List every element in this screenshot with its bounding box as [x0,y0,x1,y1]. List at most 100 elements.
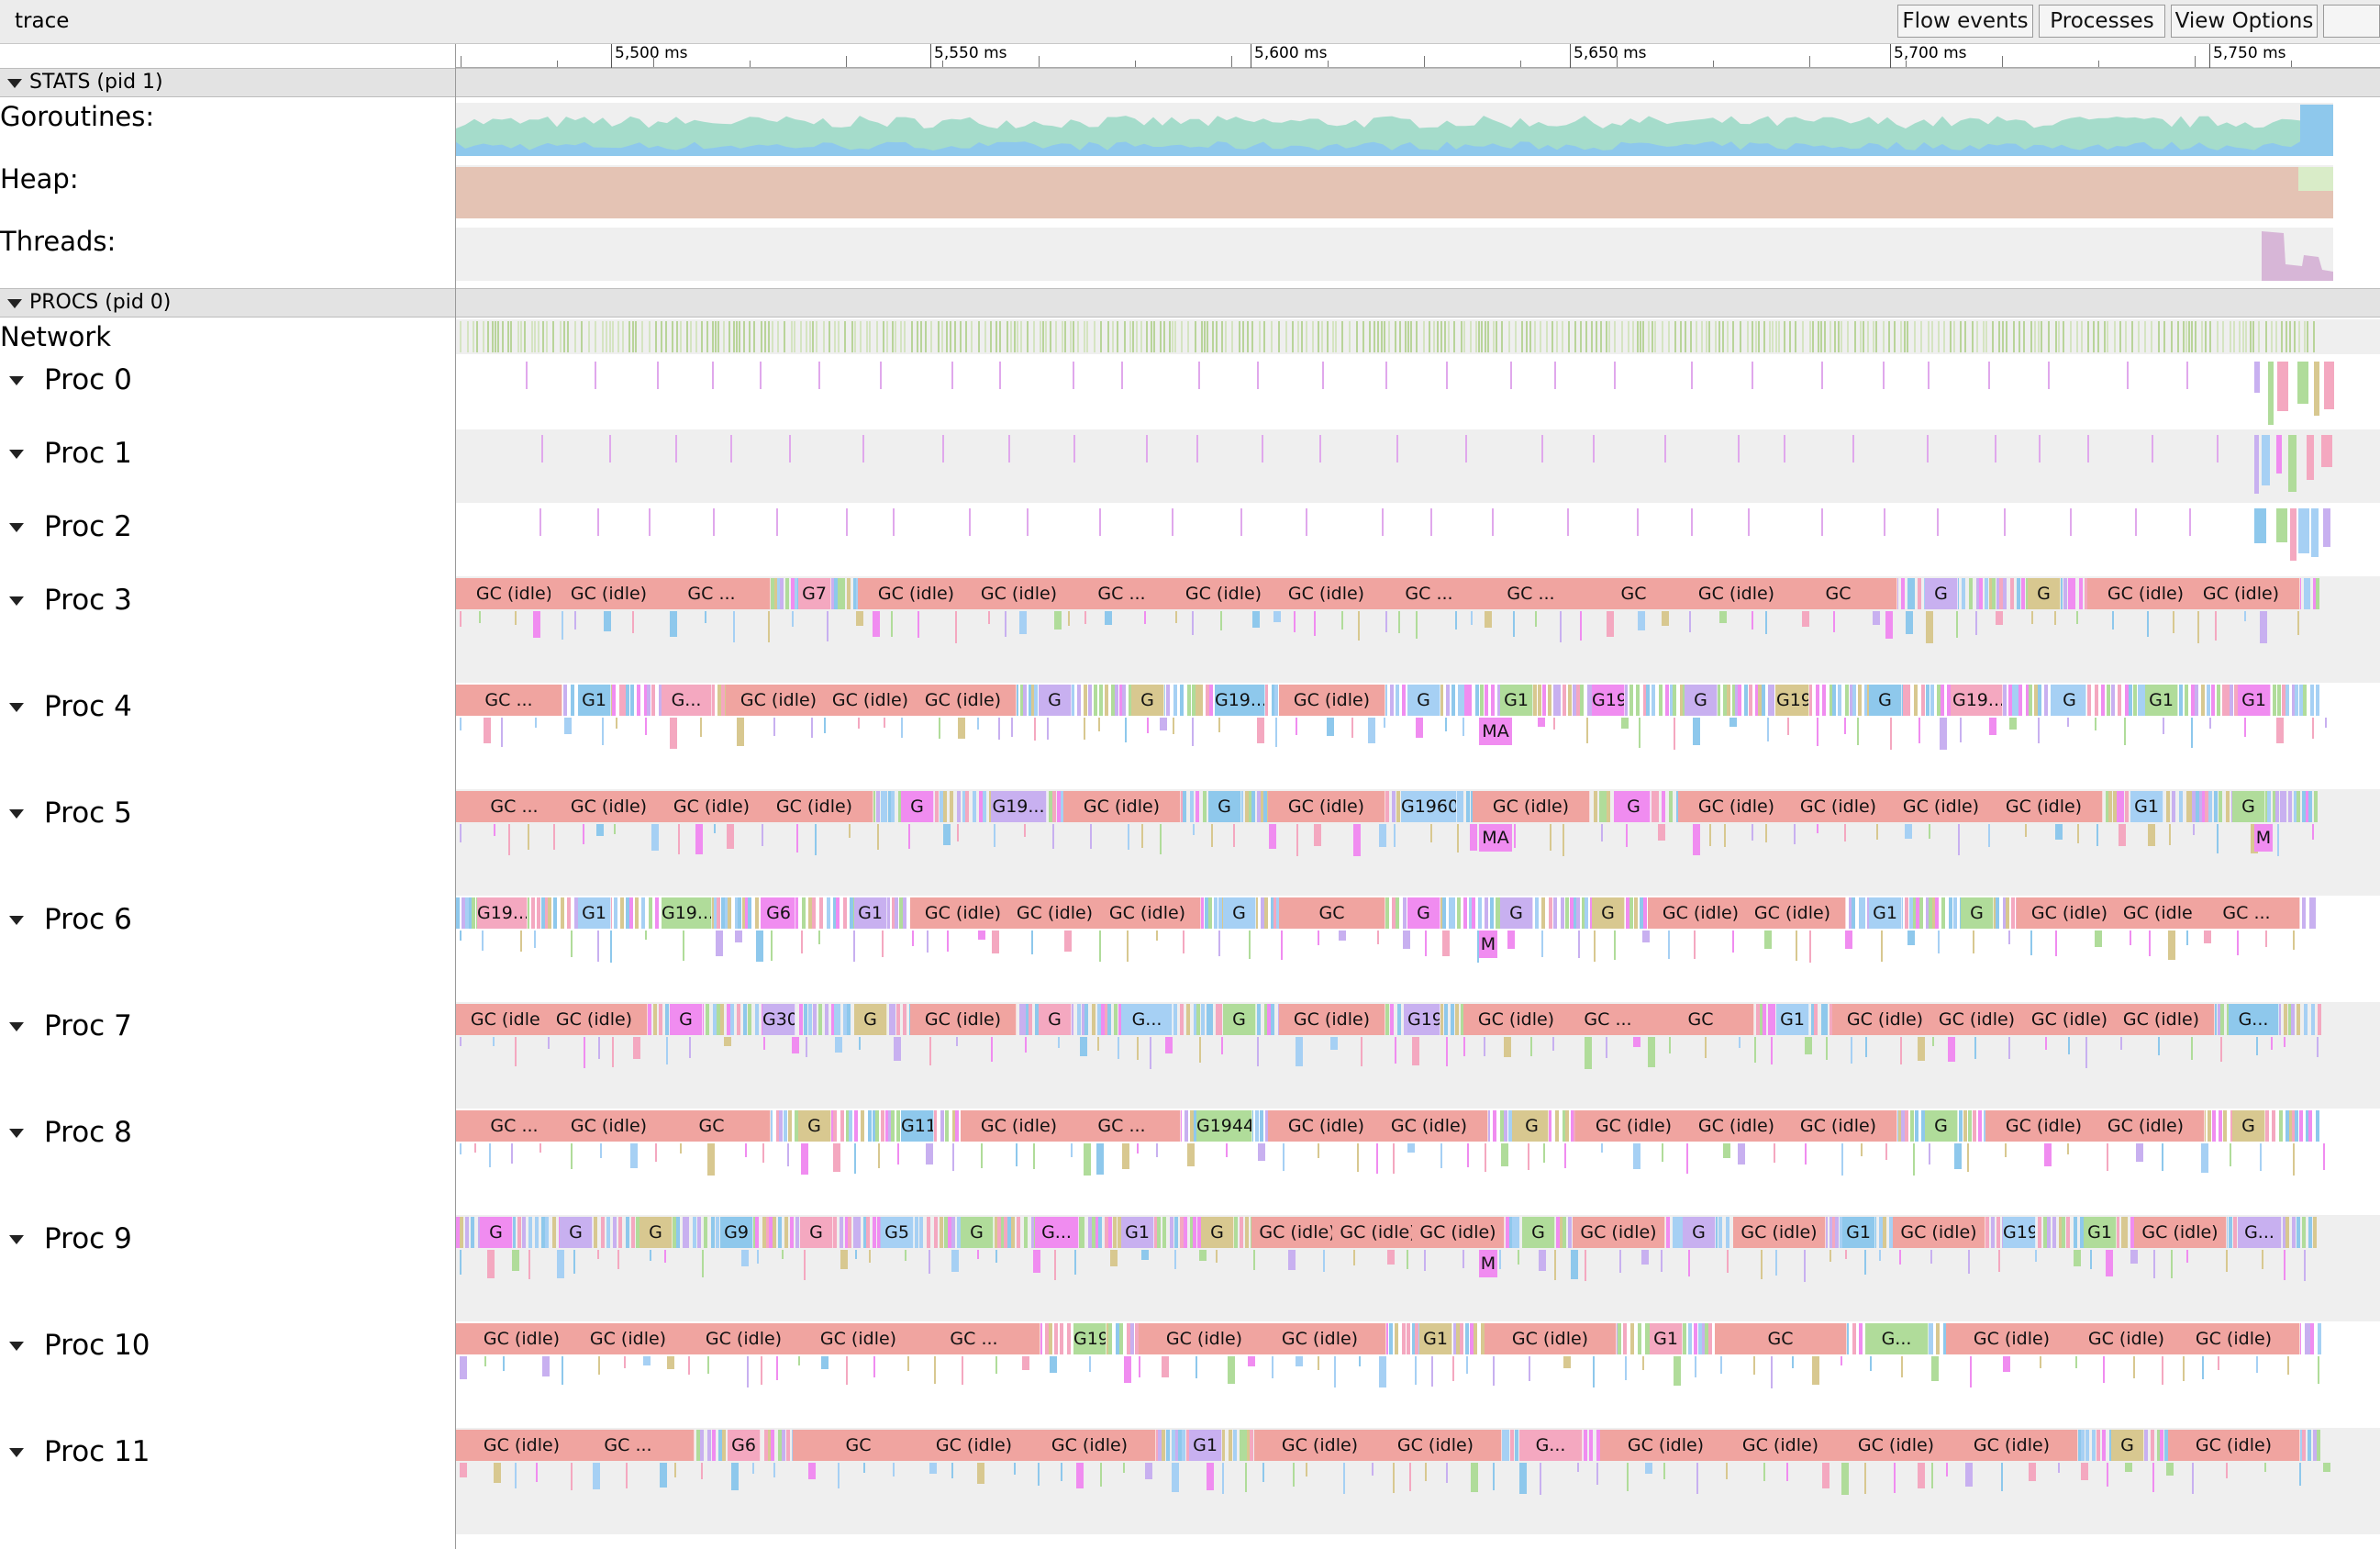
network-event[interactable] [531,321,533,352]
goroutine-mini-slice[interactable] [1153,1217,1157,1248]
proc-burst-slice[interactable] [2276,508,2287,542]
goroutine-subslice[interactable] [1218,718,1220,732]
goroutine-subslice[interactable] [1851,1037,1852,1064]
goroutine-mini-slice[interactable] [1472,897,1475,929]
heap-track[interactable] [456,165,2333,218]
goroutine-slice[interactable]: GC (idle) [1485,1323,1617,1354]
goroutine-mini-slice[interactable] [1402,1323,1406,1354]
goroutine-subslice[interactable] [1530,1037,1532,1056]
network-event[interactable] [911,321,913,352]
goroutine-subslice[interactable] [2031,611,2033,624]
network-event[interactable] [672,321,673,352]
goroutine-slice[interactable]: GC (idle) [1832,1004,1939,1035]
goroutine-slice[interactable]: G [1961,897,1994,929]
goroutine-mini-slice[interactable] [1921,685,1925,716]
goroutine-subslice[interactable] [2029,1463,2036,1481]
goroutine-subslice[interactable] [1446,1463,1448,1483]
goroutine-mini-slice[interactable] [641,897,645,929]
goroutine-slice[interactable]: GC [653,1110,771,1142]
goroutine-mini-slice[interactable] [1206,685,1209,716]
goroutine-subslice[interactable] [1918,1463,1925,1488]
goroutine-subslice[interactable] [2158,1037,2160,1055]
goroutine-mini-slice[interactable] [755,897,759,929]
goroutine-subslice[interactable] [503,1356,505,1371]
goroutine-mini-slice[interactable] [2292,1110,2296,1142]
goroutine-subslice[interactable] [1619,1250,1621,1273]
goroutine-subslice[interactable] [1752,824,1753,841]
goroutine-mini-slice[interactable] [2003,685,2007,716]
goroutine-subslice[interactable] [1805,1037,1812,1054]
network-event[interactable] [581,321,583,352]
goroutine-subslice[interactable] [988,611,990,624]
goroutine-subslice[interactable] [727,824,734,849]
goroutine-mini-slice[interactable] [2313,1430,2317,1461]
goroutine-slice[interactable]: GC (idle) [1780,1110,1897,1142]
goroutine-subslice[interactable] [878,1143,880,1168]
network-event[interactable] [542,321,544,352]
goroutine-slice[interactable]: GC (idle) [541,1004,648,1035]
goroutine-mini-slice[interactable] [1119,685,1123,716]
network-event[interactable] [2298,321,2300,352]
goroutine-mini-slice[interactable] [1584,1430,1587,1461]
goroutine-subslice[interactable] [645,931,647,940]
goroutine-subslice[interactable] [1948,1037,1955,1062]
goroutine-subslice[interactable] [1794,824,1796,844]
goroutine-subslice[interactable] [1257,1037,1259,1066]
goroutine-subslice[interactable] [573,1250,575,1274]
goroutine-mini-slice[interactable] [1916,897,1919,929]
goroutine-mini-slice[interactable] [1573,685,1576,716]
network-event[interactable] [838,321,840,352]
goroutine-subslice[interactable] [2230,1143,2231,1166]
network-event[interactable] [1642,321,1644,352]
proc-burst-slice[interactable] [2311,508,2319,557]
goroutine-mini-slice[interactable] [1390,685,1394,716]
proc-burst-slice[interactable] [2268,362,2274,425]
goroutine-subslice[interactable] [2202,1356,2204,1379]
network-event[interactable] [733,321,735,352]
goroutine-subslice[interactable] [512,1250,519,1271]
goroutine-mini-slice[interactable] [614,897,617,929]
network-event[interactable] [1894,321,1896,352]
goroutine-mini-slice[interactable] [2272,1110,2275,1142]
goroutine-subslice[interactable] [1663,1463,1665,1479]
goroutine-mini-slice[interactable] [1563,685,1566,716]
goroutine-mini-slice[interactable] [1749,685,1752,716]
goroutine-mini-slice[interactable] [2302,1217,2306,1248]
goroutine-subslice[interactable] [508,824,510,855]
goroutine-subslice[interactable] [884,718,885,728]
goroutine-subslice[interactable] [1471,1463,1478,1492]
goroutine-mini-slice[interactable] [1694,1323,1697,1354]
goroutine-mini-slice[interactable] [1187,685,1191,716]
network-event[interactable] [1132,321,1134,352]
goroutine-mini-slice[interactable] [1404,1004,1407,1035]
goroutine-mini-slice[interactable] [829,1110,833,1142]
goroutine-subslice[interactable] [2173,611,2174,633]
goroutine-subslice[interactable] [2168,931,2175,960]
goroutine-mini-slice[interactable] [1991,1217,1995,1248]
goroutine-mini-slice[interactable] [1763,1004,1766,1035]
goroutine-subslice[interactable] [1829,1250,1831,1262]
goroutines-track[interactable] [456,103,2333,156]
network-event[interactable] [1405,321,1407,352]
goroutine-mini-slice[interactable] [845,1217,849,1248]
goroutine-mini-slice[interactable] [644,685,648,716]
goroutine-mini-slice[interactable] [1407,1323,1410,1354]
goroutine-slice[interactable]: G19... [1215,685,1265,716]
nested-slice[interactable]: M [1479,1250,1497,1277]
goroutine-mini-slice[interactable] [2314,791,2318,822]
goroutine-subslice[interactable] [1050,1356,1057,1373]
goroutine-mini-slice[interactable] [2222,685,2226,716]
proc-event-marker[interactable] [2070,508,2072,536]
goroutine-mini-slice[interactable] [891,1110,895,1142]
goroutine-subslice[interactable] [1705,1037,1707,1058]
goroutine-mini-slice[interactable] [1714,1217,1718,1248]
goroutine-mini-slice[interactable] [1589,1430,1593,1461]
goroutine-subslice[interactable] [2186,1250,2188,1263]
goroutine-mini-slice[interactable] [2059,578,2063,609]
goroutine-mini-slice[interactable] [1829,1004,1833,1035]
goroutine-subslice[interactable] [1585,1037,1592,1069]
goroutine-mini-slice[interactable] [790,1217,794,1248]
goroutine-subslice[interactable] [918,611,919,638]
goroutine-slice[interactable]: GC (idle) [1893,1217,1985,1248]
proc-track[interactable]: G G G G9 G G5 G G... G1 G GC (idle) GC (idle) GC (id… [456,1215,2380,1321]
